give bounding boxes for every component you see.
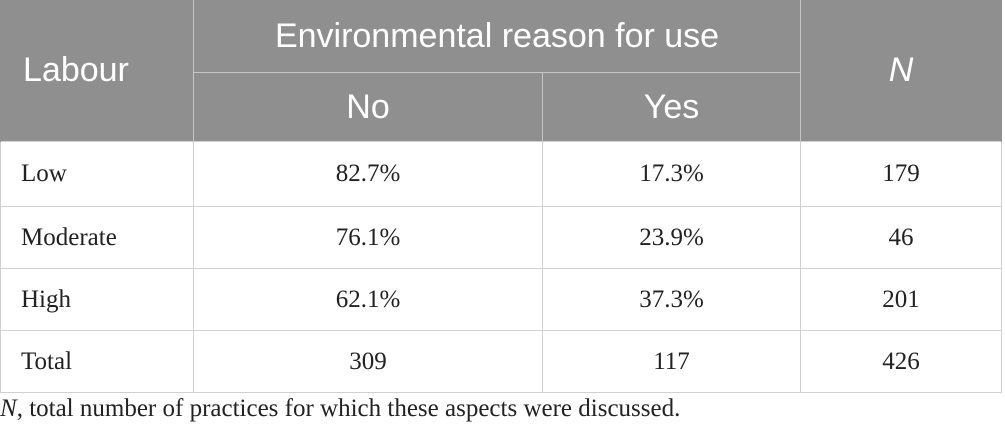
row-label: Moderate (0, 206, 194, 269)
row-label: High (0, 268, 194, 331)
cell-no: 62.1% (193, 268, 543, 331)
row-label: Total (0, 330, 194, 393)
cell-no: 76.1% (193, 206, 543, 269)
table-row: High 62.1% 37.3% 201 (0, 268, 1002, 331)
cell-no: 309 (193, 330, 543, 393)
table-body: Low 82.7% 17.3% 179 Moderate 76.1% 23.9%… (0, 141, 1002, 393)
header-no: No (193, 72, 543, 142)
table-row: Total 309 117 426 (0, 330, 1002, 393)
cell-yes: 37.3% (542, 268, 801, 331)
footnote-symbol: N (0, 395, 17, 422)
cell-yes: 117 (542, 330, 801, 393)
cell-n: 46 (800, 206, 1002, 269)
header-n: N (800, 0, 1002, 142)
cell-yes: 23.9% (542, 206, 801, 269)
cell-n: 179 (800, 141, 1002, 207)
table-row: Moderate 76.1% 23.9% 46 (0, 206, 1002, 269)
cell-no: 82.7% (193, 141, 543, 207)
cell-yes: 17.3% (542, 141, 801, 207)
header-labour: Labour (0, 0, 194, 142)
table-header: Labour Environmental reason for use N No… (0, 0, 1002, 142)
header-environmental-reason: Environmental reason for use (193, 0, 801, 73)
footnote-text: , total number of practices for which th… (16, 395, 681, 422)
cell-n: 201 (800, 268, 1002, 331)
row-label: Low (0, 141, 194, 207)
header-yes: Yes (542, 72, 801, 142)
cell-n: 426 (800, 330, 1002, 393)
table-row: Low 82.7% 17.3% 179 (0, 141, 1002, 207)
results-table: Labour Environmental reason for use N No… (0, 0, 1002, 393)
table-footnote: N, total number of practices for which t… (0, 395, 680, 423)
